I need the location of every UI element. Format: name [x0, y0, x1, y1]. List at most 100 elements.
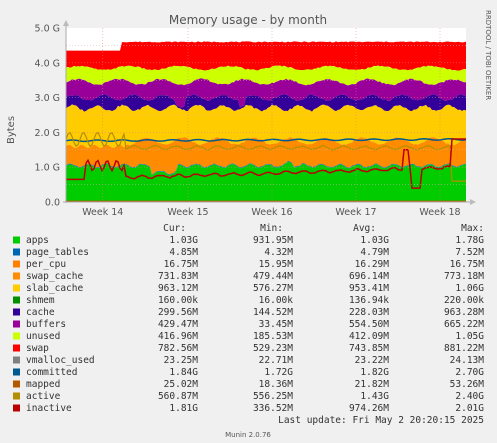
area-swap: [66, 41, 466, 71]
legend-avg: 1.03G: [360, 235, 389, 246]
legend-cur: 25.02M: [164, 379, 199, 390]
header-cur: Cur:: [163, 223, 186, 234]
legend-min: 931.95M: [253, 235, 293, 246]
legend-avg: 953.41M: [349, 283, 389, 294]
legend-cur: 160.00k: [158, 295, 198, 306]
legend-avg: 412.09M: [349, 331, 389, 342]
legend-swatch: [13, 356, 20, 364]
area-unused: [66, 65, 466, 86]
legend-max: 53.26M: [450, 379, 485, 390]
legend-name: per_cpu: [26, 259, 66, 270]
legend-avg: 743.85M: [349, 343, 389, 354]
legend-avg: 21.82M: [355, 379, 390, 390]
overlay-lines: [65, 131, 467, 202]
legend-max: 1.05G: [455, 331, 484, 342]
last-update: Last update: Fri May 2 20:20:15 2025: [278, 415, 484, 426]
x-tick-label: Week 18: [419, 207, 460, 218]
y-axis-arrow: [63, 20, 69, 26]
header-min: Min:: [260, 223, 283, 234]
legend-swatch: [13, 296, 20, 304]
munin-footer: Munin 2.0.76: [225, 431, 271, 439]
header-max: Max:: [461, 223, 484, 234]
legend-max: 2.01G: [455, 403, 484, 414]
legend-min: 576.27M: [253, 283, 293, 294]
legend-cur: 4.85M: [169, 247, 198, 258]
legend-name: inactive: [26, 403, 72, 414]
legend-cur: 1.03G: [169, 235, 198, 246]
legend-swatch: [13, 344, 20, 352]
legend-max: 2.70G: [455, 367, 484, 378]
legend-avg: 16.29M: [355, 259, 390, 270]
legend-swatch: [13, 236, 20, 244]
legend-name: mapped: [26, 379, 60, 390]
line-active: [65, 131, 466, 182]
legend-max: 2.40G: [455, 391, 484, 402]
grid: [66, 28, 466, 202]
legend-name: committed: [26, 367, 77, 378]
legend-name: shmem: [26, 295, 55, 306]
area-buffers: [66, 78, 466, 108]
legend-cur: 1.84G: [169, 367, 198, 378]
legend-min: 4.32M: [264, 247, 293, 258]
legend-min: 185.53M: [253, 331, 293, 342]
legend-cur: 23.25M: [164, 355, 199, 366]
legend-min: 144.52M: [253, 307, 293, 318]
legend-swatch: [13, 320, 20, 328]
legend-swatch: [13, 272, 20, 280]
legend-cur: 963.12M: [158, 283, 198, 294]
legend-min: 15.95M: [259, 259, 294, 270]
area-cache: [66, 94, 466, 112]
legend-min: 336.52M: [253, 403, 293, 414]
legend-cur: 416.96M: [158, 331, 198, 342]
legend-cur: 731.83M: [158, 271, 198, 282]
legend-max: 16.75M: [450, 259, 485, 270]
legend-avg: 1.82G: [360, 367, 389, 378]
legend-name: cache: [26, 307, 55, 318]
x-ticks: Week 14 Week 15 Week 16 Week 17 Week 18: [82, 207, 460, 218]
legend-min: 1.72G: [264, 367, 293, 378]
legend-name: page_tables: [26, 247, 89, 258]
rrdtool-credit: RRDTOOL / TOBI OETIKER: [484, 10, 492, 100]
x-tick-label: Week 15: [167, 207, 208, 218]
legend-max: 220.00k: [444, 295, 484, 306]
chart-title: Memory usage - by month: [169, 13, 327, 27]
legend-name: slab_cache: [26, 283, 83, 294]
legend-min: 16.00k: [259, 295, 294, 306]
y-tick-label: 3.0 G: [35, 93, 61, 104]
legend-name: buffers: [26, 319, 66, 330]
legend-max: 7.52M: [455, 247, 484, 258]
legend-avg: 554.50M: [349, 319, 389, 330]
line-inactive: [66, 138, 466, 189]
header-avg: Avg:: [353, 223, 376, 234]
legend-name: active: [26, 391, 61, 402]
legend-swatch: [13, 368, 20, 376]
legend-max: 963.28M: [444, 307, 484, 318]
legend-max: 881.22M: [444, 343, 484, 354]
legend-swatch: [13, 332, 20, 340]
legend-min: 529.23M: [253, 343, 293, 354]
line-committed: [65, 137, 467, 143]
legend-swatch: [13, 404, 20, 412]
area-slab-cache: [66, 104, 466, 149]
legend-cur: 1.81G: [169, 403, 198, 414]
legend-cur: 560.87M: [158, 391, 198, 402]
legend-max: 1.78G: [455, 235, 484, 246]
legend-max: 665.22M: [444, 319, 484, 330]
legend-name: swap: [26, 343, 49, 354]
x-axis-arrow: [470, 199, 476, 205]
legend-swatch: [13, 260, 20, 268]
legend-min: 22.71M: [259, 355, 294, 366]
legend-min: 18.36M: [259, 379, 294, 390]
legend-min: 479.44M: [253, 271, 293, 282]
y-tick-label: 0.0: [45, 198, 60, 209]
legend-avg: 4.79M: [360, 247, 389, 258]
legend-max: 773.18M: [444, 271, 484, 282]
legend-swatch: [13, 308, 20, 316]
legend-swatch: [13, 284, 20, 292]
y-axis-label: Bytes: [6, 116, 17, 144]
legend-cur: 429.47M: [158, 319, 198, 330]
legend-swatch: [13, 380, 20, 388]
legend-name: unused: [26, 331, 60, 342]
y-ticks: 0.0 1.0 G 2.0 G 3.0 G 4.0 G 5.0 G: [35, 24, 61, 209]
y-tick-label: 5.0 G: [35, 24, 61, 35]
